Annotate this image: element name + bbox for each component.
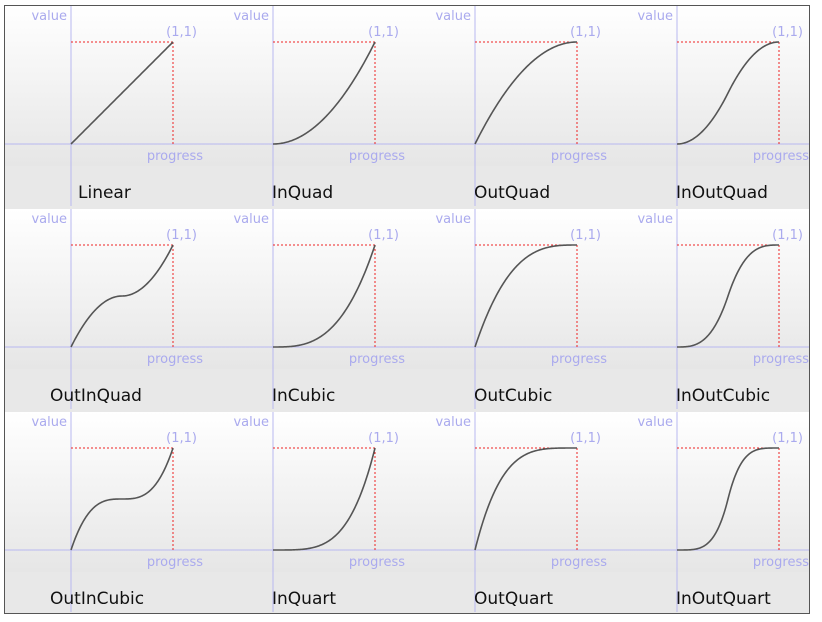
y-axis-label: value xyxy=(435,212,471,227)
curve-line xyxy=(474,244,577,348)
curve-tile-inquart: value progress (1,1) InQuart xyxy=(207,412,409,612)
curve-line xyxy=(70,41,174,145)
x-axis-label: progress xyxy=(551,352,607,367)
x-axis-label: progress xyxy=(551,149,607,164)
y-axis-label: value xyxy=(435,9,471,24)
corner-label: (1,1) xyxy=(166,25,197,40)
easing-curves-grid: value progress (1,1) Linear value progress (1,… xyxy=(4,5,810,614)
curve-tile-outincubic: value progress (1,1) OutInCubic xyxy=(5,412,207,612)
x-axis-label: progress xyxy=(349,149,405,164)
curve-name: InOutQuad xyxy=(676,183,768,203)
curve-line xyxy=(677,447,779,551)
curve-line xyxy=(273,447,376,551)
y-axis-label: value xyxy=(233,415,269,430)
curve-line xyxy=(70,244,174,348)
y-axis-label: value xyxy=(435,415,471,430)
curve-line xyxy=(474,41,578,145)
curve-tile-inoutquad: value progress (1,1) InOutQuad xyxy=(611,6,809,206)
y-axis-label: value xyxy=(637,212,673,227)
corner-label: (1,1) xyxy=(570,431,601,446)
corner-label: (1,1) xyxy=(570,25,601,40)
curve-tile-outquart: value progress (1,1) OutQuart xyxy=(409,412,611,612)
curve-line xyxy=(70,447,174,551)
corner-label: (1,1) xyxy=(772,25,803,40)
corner-label: (1,1) xyxy=(166,431,197,446)
x-axis-label: progress xyxy=(349,555,405,570)
curve-name: OutInQuad xyxy=(50,386,142,406)
corner-label: (1,1) xyxy=(368,228,399,243)
x-axis-label: progress xyxy=(753,149,809,164)
curve-name: InOutQuart xyxy=(676,589,771,609)
x-axis-label: progress xyxy=(753,352,809,367)
corner-label: (1,1) xyxy=(772,431,803,446)
curve-line xyxy=(474,447,577,551)
corner-label: (1,1) xyxy=(368,431,399,446)
corner-label: (1,1) xyxy=(368,25,399,40)
curve-line xyxy=(273,244,376,348)
curve-line xyxy=(676,41,780,145)
x-axis-label: progress xyxy=(147,352,203,367)
curve-name: OutQuart xyxy=(474,589,553,609)
y-axis-label: value xyxy=(637,9,673,24)
curve-tile-inquad: value progress (1,1) InQuad xyxy=(207,6,409,206)
x-axis-label: progress xyxy=(147,555,203,570)
y-axis-label: value xyxy=(31,415,67,430)
y-axis-label: value xyxy=(233,9,269,24)
corner-label: (1,1) xyxy=(772,228,803,243)
curve-name: InQuad xyxy=(272,183,333,203)
corner-label: (1,1) xyxy=(166,228,197,243)
corner-label: (1,1) xyxy=(570,228,601,243)
x-axis-label: progress xyxy=(753,555,809,570)
curve-name: OutCubic xyxy=(474,386,552,406)
curve-tile-outquad: value progress (1,1) OutQuad xyxy=(409,6,611,206)
curve-name: InOutCubic xyxy=(676,386,770,406)
curve-tile-linear: value progress (1,1) Linear xyxy=(5,6,207,206)
curve-tile-incubic: value progress (1,1) InCubic xyxy=(207,209,409,409)
x-axis-label: progress xyxy=(551,555,607,570)
y-axis-label: value xyxy=(233,212,269,227)
x-axis-label: progress xyxy=(349,352,405,367)
x-axis-label: progress xyxy=(147,149,203,164)
curve-tile-outinquad: value progress (1,1) OutInQuad xyxy=(5,209,207,409)
curve-tile-outcubic: value progress (1,1) OutCubic xyxy=(409,209,611,409)
curve-name: Linear xyxy=(78,183,131,203)
curve-name: InQuart xyxy=(272,589,336,609)
curve-tile-inoutquart: value progress (1,1) InOutQuart xyxy=(611,412,809,612)
y-axis-label: value xyxy=(637,415,673,430)
y-axis-label: value xyxy=(31,212,67,227)
curve-line xyxy=(272,41,376,145)
easing-curves-chart: value progress (1,1) Linear value progress (1,… xyxy=(5,6,809,613)
curve-tile-inoutcubic: value progress (1,1) InOutCubic xyxy=(611,209,809,409)
curve-name: OutInCubic xyxy=(50,589,144,609)
curve-line xyxy=(677,244,779,348)
curve-name: OutQuad xyxy=(474,183,550,203)
y-axis-label: value xyxy=(31,9,67,24)
curve-name: InCubic xyxy=(272,386,335,406)
